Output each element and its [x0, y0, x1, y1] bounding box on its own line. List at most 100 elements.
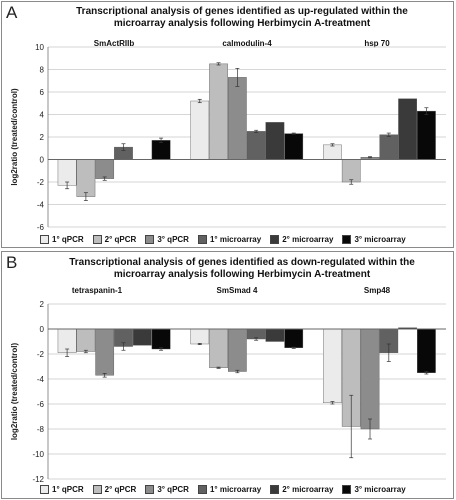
chart-title-line-1: Transcriptional analysis of genes identi… — [76, 6, 408, 17]
legend-swatch — [40, 235, 49, 244]
legend-swatch — [92, 485, 102, 494]
legend: 1° qPCR 2° qPCR 3° qPCR 1° microarray 2° mic… — [40, 235, 440, 244]
legend-item: 3° microarray — [342, 235, 406, 244]
legend-swatch — [145, 235, 155, 244]
gene-label: hsp 70 — [364, 39, 390, 48]
legend-item: 2° qPCR — [92, 485, 137, 494]
legend-label: 1° qPCR — [52, 485, 84, 494]
bar — [417, 328, 436, 373]
y-tick-label: 2 — [40, 133, 45, 142]
bar — [209, 328, 228, 368]
legend-label: 3° qPCR — [157, 485, 189, 494]
legend-item: 2° microarray — [270, 235, 333, 244]
gene-label: calmodulin-4 — [222, 39, 272, 48]
legend-item: 1° microarray — [197, 235, 262, 244]
legend-swatch — [270, 235, 280, 244]
bar — [76, 159, 96, 197]
legend-label: 2° microarray — [282, 235, 334, 244]
y-tick-label: 2 — [40, 300, 45, 309]
y-tick-label: -12 — [32, 475, 44, 484]
panel-b: B Transcriptional analysis of genes iden… — [1, 251, 454, 499]
y-tick-label: -4 — [37, 375, 45, 384]
gene-label: tetraspanin-1 — [71, 286, 123, 295]
bar — [265, 122, 285, 160]
bar — [360, 328, 380, 430]
y-axis-label: log2ratio (treated/control) — [10, 342, 19, 440]
chart-title-line-1: Transcriptional analysis of genes identi… — [69, 257, 415, 268]
legend-swatch — [342, 235, 352, 244]
y-tick-label: 0 — [40, 156, 45, 165]
panel-letter: A — [6, 3, 18, 22]
chart-plot-a: -6 -4 -2 0 2 4 6 8 10 log2ratio (treated/control) — [10, 43, 446, 232]
y-axis-label: log2ratio (treated/control) — [10, 88, 19, 186]
bar — [323, 144, 342, 160]
legend-label: 1° microarray — [209, 235, 262, 244]
gene-label: SmSmad 4 — [216, 286, 258, 295]
legend-item: 2° qPCR — [92, 235, 137, 244]
legend-label: 2° qPCR — [104, 235, 137, 244]
y-tick-label: -2 — [37, 178, 45, 187]
bar — [228, 77, 247, 160]
bar — [284, 328, 304, 348]
y-tick-label: -6 — [37, 223, 45, 232]
bar — [209, 63, 228, 160]
y-tick-label: 8 — [40, 66, 45, 75]
bar — [132, 328, 152, 346]
legend-swatch — [197, 235, 207, 244]
bar — [95, 328, 115, 376]
legend-item: 1° microarray — [197, 485, 262, 494]
legend-label: 1° qPCR — [52, 235, 84, 244]
chart-plot-b: -12 -10 -8 -6 -4 -2 0 2 log2ratio (treated/contr… — [10, 300, 446, 484]
bar — [265, 328, 285, 342]
panel-letter: B — [6, 253, 18, 272]
y-tick-label: 0 — [40, 325, 45, 334]
y-tick-label: -8 — [37, 425, 45, 434]
bar — [398, 98, 417, 160]
y-tick-label: -4 — [37, 201, 45, 210]
y-tick-label: -10 — [32, 450, 44, 459]
legend-item: 3° qPCR — [145, 235, 189, 244]
legend-item: 2° microarray — [270, 485, 333, 494]
bar — [246, 131, 266, 160]
bar — [95, 159, 115, 179]
bar — [341, 159, 361, 183]
legend-item: 1° qPCR — [40, 485, 84, 494]
chart-title: Transcriptional analysis of genes identi… — [42, 6, 442, 30]
panel-a: A Transcriptional analysis of genes iden… — [1, 1, 454, 248]
gene-label: Smp48 — [363, 286, 391, 295]
bar — [228, 328, 247, 372]
chart-title-line-2: microarray analysis following Herbimycin… — [113, 269, 371, 280]
legend-item: 3° microarray — [342, 485, 406, 494]
gene-label: SmActRIIb — [93, 39, 135, 48]
legend-swatch — [145, 485, 155, 494]
legend-item: 3° qPCR — [145, 485, 189, 494]
legend-label: 2° microarray — [282, 485, 334, 494]
legend-swatch — [40, 485, 49, 494]
bar — [76, 328, 96, 352]
legend-label: 3° microarray — [354, 235, 406, 244]
legend-swatch — [342, 485, 352, 494]
legend-swatch — [197, 485, 207, 494]
legend-label: 3° qPCR — [157, 235, 189, 244]
legend-swatch — [270, 485, 280, 494]
legend-item: 1° qPCR — [40, 235, 84, 244]
bar — [151, 328, 171, 350]
legend-swatch — [92, 235, 102, 244]
chart-title: Transcriptional analysis of genes identi… — [42, 257, 442, 281]
y-tick-label: 4 — [40, 111, 45, 120]
y-tick-label: -2 — [37, 350, 45, 359]
bar — [190, 100, 210, 160]
bar — [417, 110, 436, 160]
legend-label: 1° microarray — [209, 485, 262, 494]
y-tick-label: -6 — [37, 400, 45, 409]
y-tick-label: 6 — [40, 88, 45, 97]
bar — [57, 159, 77, 186]
legend: 1° qPCR 2° qPCR 3° qPCR 1° microarray 2° mic… — [40, 485, 440, 494]
bar — [284, 133, 304, 160]
legend-label: 2° qPCR — [104, 485, 137, 494]
bar — [151, 140, 171, 160]
bar — [190, 328, 210, 345]
bar — [323, 328, 342, 403]
y-tick-label: 10 — [35, 43, 44, 52]
chart-title-line-2: microarray analysis following Herbimycin… — [113, 18, 371, 29]
